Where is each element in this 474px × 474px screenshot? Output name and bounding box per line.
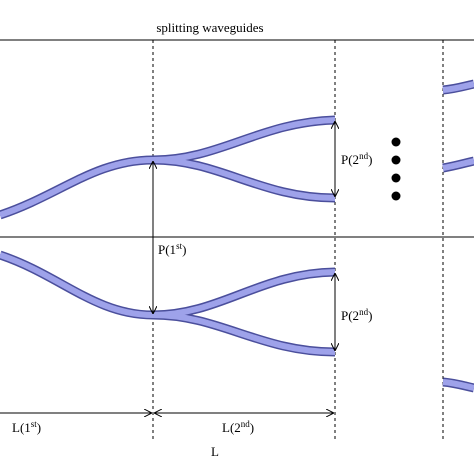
title: splitting waveguides <box>156 20 263 35</box>
label-text: L <box>211 444 219 459</box>
superscript: nd <box>359 151 369 161</box>
label-text: ) <box>250 420 254 435</box>
label-text: P(2 <box>341 152 359 167</box>
superscript: st <box>31 419 38 429</box>
superscript: st <box>176 241 183 251</box>
label: P(2nd) <box>341 307 372 323</box>
label: L <box>211 444 219 459</box>
label-text: ) <box>368 152 372 167</box>
label: P(1st) <box>158 241 186 257</box>
label-text: L(2 <box>222 420 241 435</box>
label-text: ) <box>37 420 41 435</box>
superscript: nd <box>241 419 251 429</box>
ellipsis-dots <box>391 137 401 201</box>
label-text: P(2 <box>341 308 359 323</box>
label-text: P(1 <box>158 242 176 257</box>
waveguides <box>0 79 474 393</box>
label-text: ) <box>182 242 186 257</box>
label: P(2nd) <box>341 151 372 167</box>
superscript: nd <box>359 307 369 317</box>
label-text: ) <box>368 308 372 323</box>
label: L(1st) <box>12 419 41 435</box>
label: L(2nd) <box>222 419 254 435</box>
label-text: L(1 <box>12 420 31 435</box>
